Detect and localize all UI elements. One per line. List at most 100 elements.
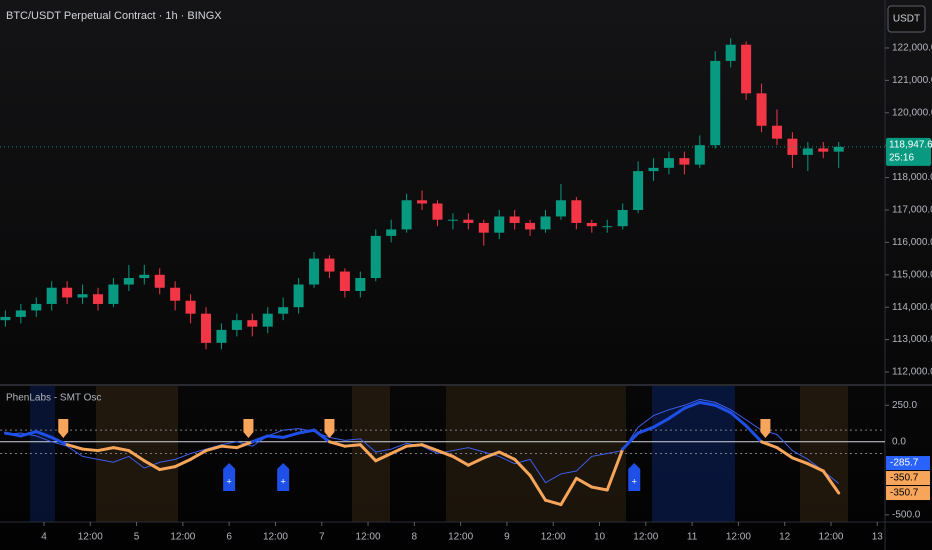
value-label-box [886, 456, 930, 471]
candle-body [802, 148, 813, 155]
osc-main-segment [775, 446, 794, 460]
osc-main-segment [158, 465, 177, 472]
x-tick-label: 5 [134, 532, 140, 543]
osc-main-segment [405, 443, 424, 448]
x-tick-label: 12:00 [818, 532, 843, 543]
x-tick-label: 12:00 [356, 532, 381, 543]
osc-main-segment [513, 457, 532, 477]
osc-main-segment [667, 406, 686, 420]
candle-body [633, 171, 644, 210]
candle-body [586, 222, 597, 227]
osc-main-segment [821, 469, 841, 495]
candle-body [741, 44, 752, 94]
osc-main-segment [111, 446, 131, 453]
osc-main-segment [652, 416, 671, 429]
candle-body [386, 229, 397, 236]
candle-body [710, 60, 721, 146]
osc-main-segment [420, 443, 439, 453]
value-label-box [886, 486, 930, 501]
osc-main-segment [621, 431, 640, 451]
candle-body [694, 145, 705, 165]
last-price-label: 118,947.6 [889, 140, 932, 151]
x-tick-label: 12:00 [633, 532, 658, 543]
bullish-signal [628, 463, 641, 491]
osc-main-segment [204, 444, 223, 453]
x-tick-label: 12 [779, 532, 791, 543]
candle-body [31, 303, 42, 311]
osc-main-segment [374, 451, 393, 463]
currency-button-label[interactable]: USDT [893, 14, 920, 25]
candle-body [339, 271, 350, 291]
osc-main-segment [528, 473, 548, 502]
candle-body [77, 294, 88, 298]
osc-main-segment [729, 411, 748, 428]
bullish-signal [223, 463, 236, 491]
osc-main-segment [497, 450, 517, 461]
bullish-signal-text: + [227, 476, 232, 486]
osc-main-segment [50, 435, 69, 447]
osc-main-segment [698, 400, 717, 407]
candle-body [123, 278, 134, 285]
last-price-box [886, 137, 931, 166]
candle-body [432, 203, 443, 220]
zone [800, 386, 848, 522]
osc-main-segment [96, 446, 115, 453]
osc-main-segment [281, 431, 301, 439]
osc-main-segment [760, 440, 779, 450]
osc-main-segment [219, 444, 239, 450]
osc-main-segment [682, 400, 702, 410]
osc-main-segment [358, 443, 378, 463]
x-tick-label: 6 [226, 532, 232, 543]
bearish-signal [58, 419, 69, 438]
x-tick-label: 8 [412, 532, 418, 543]
candle-body [617, 209, 628, 227]
osc-main-segment [451, 454, 470, 467]
x-tick-label: 13 [872, 532, 884, 543]
candle-body [139, 274, 150, 279]
zone [96, 386, 178, 522]
candle-body [401, 200, 412, 230]
currency-button[interactable] [887, 5, 926, 33]
osc-main-segment [389, 444, 409, 455]
osc-main-segment [327, 440, 347, 448]
candle-body [463, 219, 474, 223]
zone [30, 386, 55, 522]
osc-main-segment [19, 430, 38, 438]
candle-body [355, 278, 366, 291]
y-tick-label: 114,000.0 [892, 302, 932, 313]
candle-body [494, 216, 505, 233]
osc-main-segment [605, 447, 625, 492]
y-tick-label: 250.0 [892, 400, 917, 411]
candle-body [571, 200, 582, 223]
zone [652, 386, 735, 522]
candle-body [309, 258, 320, 285]
candle-body [154, 274, 165, 288]
y-tick-label: 118,000.0 [892, 172, 932, 183]
candle-body [15, 310, 26, 317]
bearish-signal [243, 419, 254, 438]
y-tick-label: 117,000.0 [892, 205, 932, 216]
y-tick-label: 122,000.0 [892, 43, 932, 54]
candle-body [447, 219, 458, 221]
value-label: -285.7 [890, 458, 919, 469]
osc-main-segment [466, 456, 486, 467]
y-tick-label: 116,000.0 [892, 237, 932, 248]
osc-main-segment [312, 428, 331, 444]
osc-main-segment [806, 462, 825, 473]
candle-body [417, 200, 428, 204]
osc-main-segment [590, 485, 609, 492]
candle-body [509, 216, 520, 223]
countdown: 25:16 [889, 153, 914, 164]
osc-main-segment [250, 434, 270, 444]
y-tick-label: -500.0 [892, 509, 921, 520]
candle-body [555, 200, 566, 217]
x-tick-label: 12:00 [263, 532, 288, 543]
candle-body [247, 320, 258, 327]
osc-main-segment [127, 449, 146, 463]
osc-main-segment [544, 498, 563, 507]
bullish-signal-text: + [632, 476, 637, 486]
candle-body [293, 284, 304, 308]
osc-main-segment [235, 440, 254, 450]
bearish-signal [760, 419, 771, 438]
